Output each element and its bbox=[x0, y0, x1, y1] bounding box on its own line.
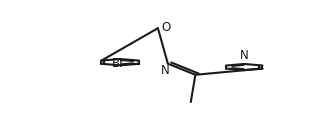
Text: Br: Br bbox=[112, 57, 125, 70]
Text: N: N bbox=[161, 64, 169, 77]
Text: N: N bbox=[240, 49, 249, 62]
Text: O: O bbox=[161, 21, 170, 34]
